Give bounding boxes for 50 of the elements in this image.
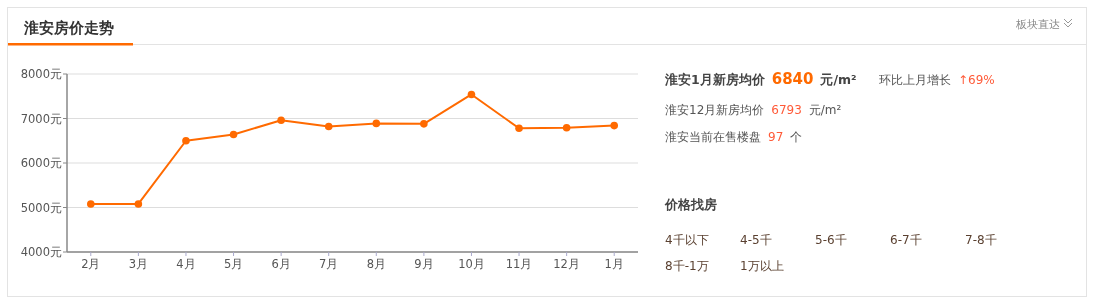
x-tick-label: 2月 <box>81 257 101 271</box>
text: ↑69% <box>958 73 995 87</box>
text: 淮安12月新房均价 <box>665 103 765 117</box>
text: 元/m² <box>808 103 842 117</box>
chart-title: 淮安房价走势 <box>23 19 114 37</box>
x-tick-label: 7月 <box>319 257 339 271</box>
point <box>515 124 523 133</box>
y-tick-label: 4000元 <box>20 245 62 259</box>
text: 淮安当前在售楼盘 <box>665 130 761 144</box>
point <box>467 90 476 99</box>
text: 6840 <box>771 70 814 88</box>
x-tick-label: 12月 <box>553 257 580 271</box>
point <box>372 119 381 128</box>
y-tick-label: 8000元 <box>20 67 62 81</box>
text: 4千以下 <box>665 233 709 247</box>
point <box>562 123 571 132</box>
text: 1万以上 <box>740 259 784 273</box>
text: 6-7千 <box>890 233 922 247</box>
text: 97 <box>768 130 784 144</box>
x-tick-label: 8月 <box>366 257 386 271</box>
x-tick-label: 3月 <box>128 257 149 271</box>
text: 淮安1月新房均价 <box>664 72 766 87</box>
text: 元/m² <box>819 72 857 87</box>
x-tick-label: 5月 <box>223 257 244 271</box>
text: 7-8千 <box>965 233 997 247</box>
text: 6793 <box>771 103 802 117</box>
point <box>277 116 285 125</box>
x-tick-label: 11月 <box>505 257 533 271</box>
x-tick-label: 6月 <box>271 257 291 271</box>
text: 8千-1万 <box>665 259 709 273</box>
x-tick-label: 9月 <box>414 257 434 271</box>
text: 4-5千 <box>740 233 772 247</box>
text: 板块直达 <box>1015 18 1060 31</box>
text: 个 <box>790 130 803 144</box>
x-tick-label: 1月 <box>604 257 624 271</box>
text: 5-6千 <box>815 233 847 247</box>
y-tick-label: 5000元 <box>20 200 62 215</box>
point <box>182 136 190 145</box>
x-tick-label: 10月 <box>458 257 485 271</box>
text: 价格找房 <box>664 197 717 212</box>
point <box>324 122 333 131</box>
y-tick-label: 7000元 <box>20 111 62 126</box>
x-tick-label: 4月 <box>176 257 196 271</box>
point <box>610 121 619 130</box>
point <box>134 200 143 208</box>
point <box>86 200 95 208</box>
point <box>420 120 428 128</box>
point <box>229 130 238 139</box>
y-tick-label: 6000元 <box>20 156 62 170</box>
text: 环比上月增长 <box>879 73 951 87</box>
